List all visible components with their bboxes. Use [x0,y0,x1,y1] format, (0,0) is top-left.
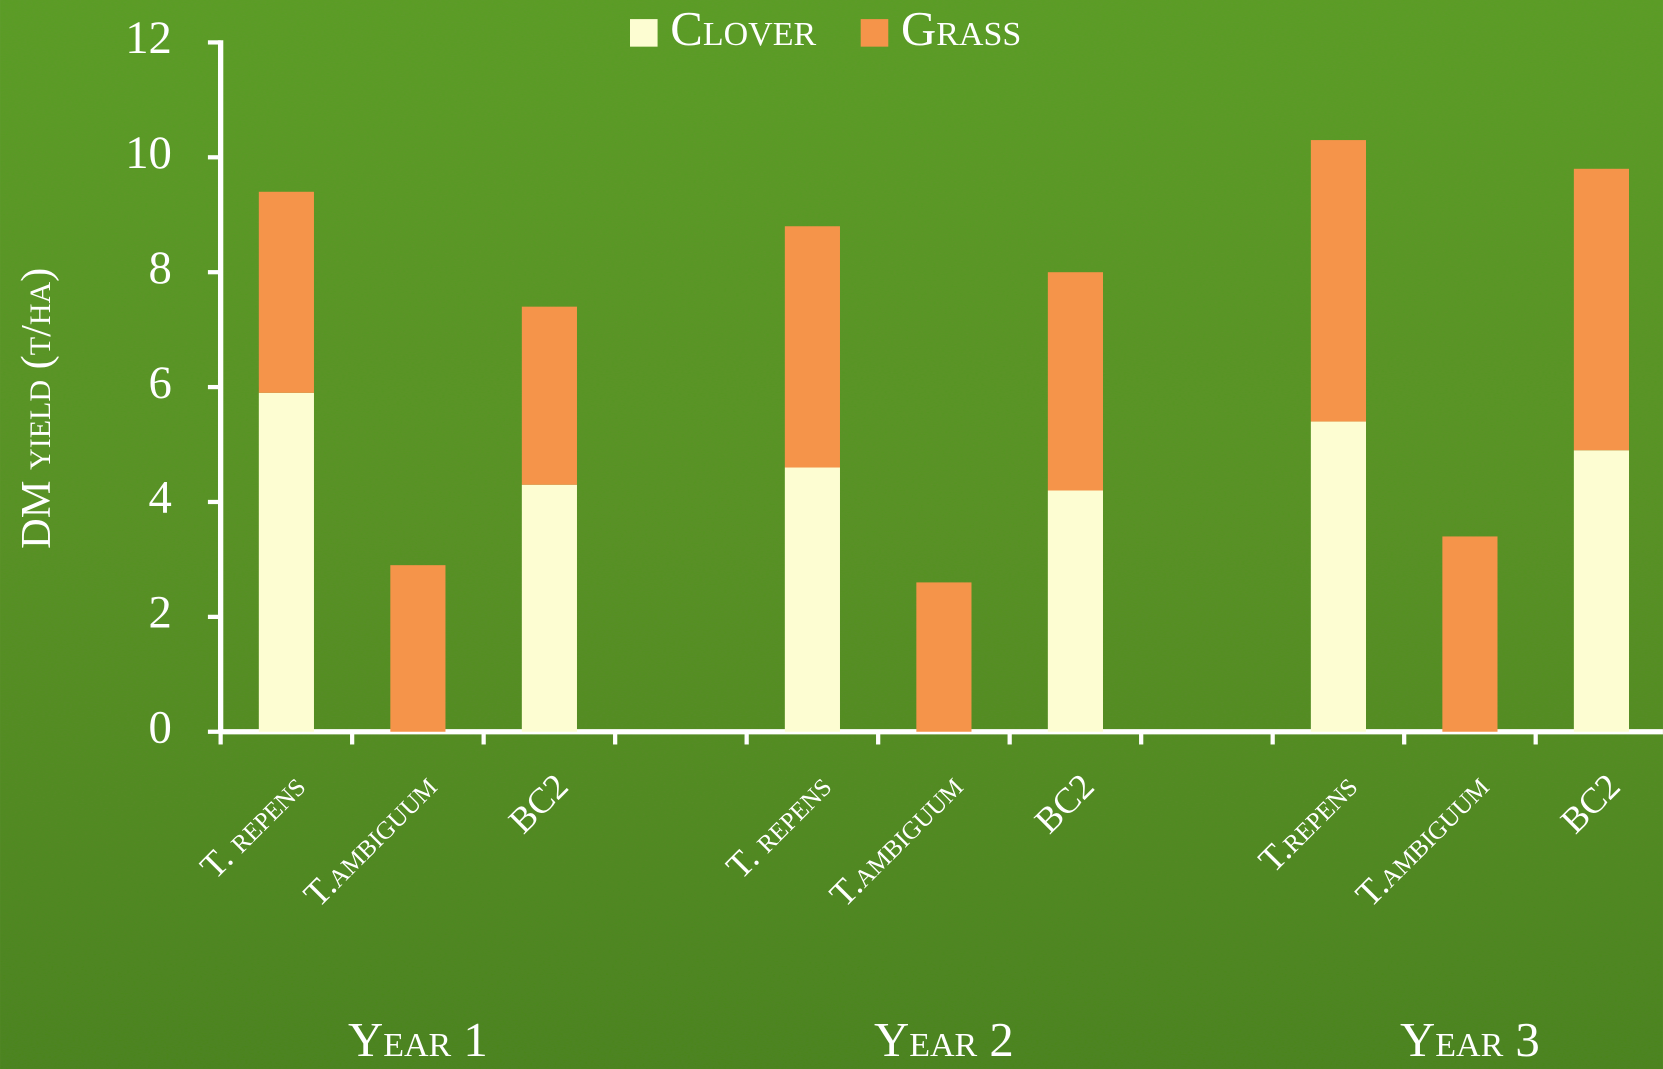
bar-segment [1310,140,1366,422]
y-tick-label: 2 [149,587,172,639]
legend-label: Grass [901,2,1021,56]
bar-segment [258,392,314,732]
bar-segment [521,484,577,732]
legend-swatch [860,19,889,47]
bar-segment [390,565,446,732]
bar-segment [1573,168,1630,451]
bar-segment [916,582,972,732]
bar-segment [784,467,840,732]
y-tick-label: 10 [125,127,172,179]
y-tick-label: 12 [125,12,172,64]
y-axis-label: DM yield (t/ha) [13,268,60,549]
bar-segment [521,306,577,485]
bar-segment [258,191,314,393]
y-tick-label: 0 [149,701,172,753]
group-label: Year 1 [348,1013,488,1067]
bar-segment [784,226,840,468]
group-label: Year 3 [1400,1013,1540,1067]
legend-swatch [630,19,658,47]
bar-segment [1310,421,1366,732]
y-tick-label: 6 [149,357,172,409]
bar-segment [1047,272,1103,491]
y-tick-label: 8 [149,242,172,294]
y-tick-label: 4 [149,472,172,524]
bar-segment [1573,450,1630,732]
bar-segment [1442,536,1498,732]
bar-segment [1047,490,1103,732]
group-label: Year 2 [874,1013,1014,1067]
legend-label: Clover [670,2,816,56]
